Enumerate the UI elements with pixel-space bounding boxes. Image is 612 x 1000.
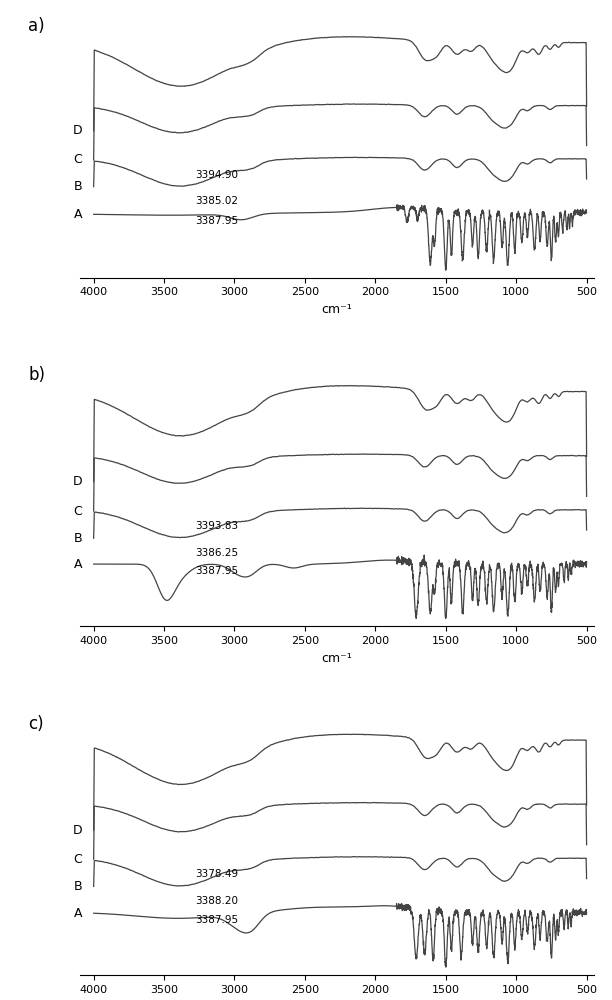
Text: 3387.95: 3387.95: [195, 915, 238, 925]
Text: b): b): [28, 366, 45, 384]
Text: 3386.25: 3386.25: [195, 548, 238, 558]
Text: 3385.02: 3385.02: [195, 196, 238, 206]
X-axis label: cm⁻¹: cm⁻¹: [321, 303, 352, 316]
Text: C: C: [73, 505, 83, 518]
X-axis label: cm⁻¹: cm⁻¹: [321, 652, 352, 665]
Text: A: A: [74, 558, 83, 571]
Text: 3388.20: 3388.20: [195, 896, 238, 906]
Text: A: A: [74, 907, 83, 920]
Text: 3387.95: 3387.95: [195, 216, 238, 226]
Text: a): a): [28, 17, 45, 35]
Text: 3378.49: 3378.49: [195, 869, 238, 879]
Text: B: B: [74, 180, 83, 193]
Text: C: C: [73, 853, 83, 866]
Text: B: B: [74, 880, 83, 893]
Text: 3394.90: 3394.90: [195, 170, 238, 180]
Text: C: C: [73, 153, 83, 166]
Text: 3393.83: 3393.83: [195, 521, 238, 531]
Text: D: D: [73, 475, 83, 488]
Text: B: B: [74, 532, 83, 545]
Text: 3387.95: 3387.95: [195, 566, 238, 576]
Text: c): c): [28, 715, 44, 733]
Text: D: D: [73, 824, 83, 837]
Text: A: A: [74, 208, 83, 221]
Text: D: D: [73, 124, 83, 137]
